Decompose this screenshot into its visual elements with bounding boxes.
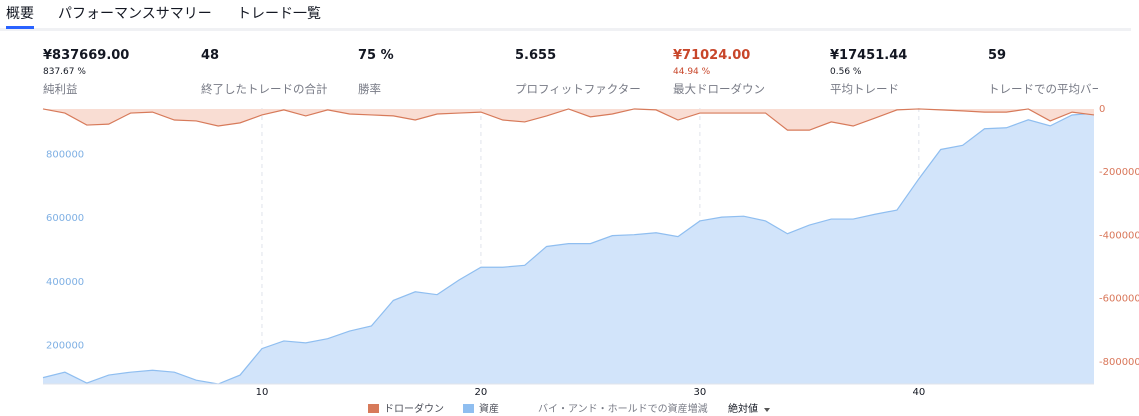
stat: ¥17451.44 0.56 % 平均トレード (830, 48, 980, 97)
stat-label: 平均トレード (830, 82, 899, 96)
tab[interactable]: 概要 (6, 3, 34, 29)
legend-label: 資産 (479, 402, 499, 415)
dropdown-icon (764, 408, 770, 412)
stat-label: プロフィットファクター (515, 82, 641, 96)
tab[interactable]: パフォーマンスサマリー (58, 6, 212, 22)
y2-tick-label: 0 (1099, 104, 1105, 115)
stat-value: 48 (201, 48, 220, 63)
stat: 5.655 プロフィットファクター (515, 48, 665, 97)
y-tick-label: 800000 (46, 149, 84, 160)
area-fill (43, 113, 1094, 385)
stat-sub: 837.67 % (43, 67, 86, 77)
stat-value: ¥17451.44 (830, 48, 908, 63)
stat-value: 59 (988, 48, 1007, 63)
legend-swatch (463, 404, 474, 413)
stat-label: 純利益 (43, 82, 78, 96)
stat: 59 トレードでの平均バー (988, 48, 1098, 97)
legend-label: バイ・アンド・ホールドでの資産増減 (538, 402, 708, 415)
stat-value: ¥71024.00 (673, 48, 751, 63)
stat-label: トレードでの平均バー (988, 82, 1098, 96)
y2-tick-label: -400000 (1099, 230, 1139, 241)
y2-tick-label: -800000 (1099, 357, 1139, 368)
stat: 48 終了したトレードの合計 (201, 48, 351, 97)
stat-value: ¥837669.00 (43, 48, 130, 63)
stat: 75 % 勝率 (358, 48, 508, 97)
x-tick-label: 20 (475, 387, 488, 398)
x-tick-label: 10 (256, 387, 269, 398)
legend-swatch (368, 404, 379, 413)
stat-sub: 0.56 % (830, 67, 862, 77)
tab-bar: 概要 パフォーマンスサマリー トレード一覧 (0, 0, 1131, 31)
y-tick-label: 400000 (46, 277, 84, 288)
area-fill (43, 108, 1094, 131)
area-line (42, 108, 1095, 131)
stat-value: 5.655 (515, 48, 557, 63)
x-tick-label: 30 (694, 387, 707, 398)
scale-dropdown[interactable]: 絶対値 (728, 402, 758, 415)
x-tick-label: 40 (912, 387, 925, 398)
y-tick-label: 600000 (46, 213, 84, 224)
stat-sub: 44.94 % (673, 67, 711, 77)
tab[interactable]: トレード一覧 (237, 6, 321, 22)
stat: ¥837669.00 837.67 % 純利益 (43, 48, 193, 97)
stat: ¥71024.00 44.94 % 最大ドローダウン (673, 48, 823, 97)
stat-label: 終了したトレードの合計 (201, 82, 328, 96)
stat-label: 勝率 (358, 82, 381, 96)
legend-label: ドローダウン (384, 402, 444, 415)
stat-value: 75 % (358, 48, 394, 63)
y-tick-label: 200000 (46, 341, 84, 352)
y2-tick-label: -200000 (1099, 167, 1139, 178)
y2-tick-label: -600000 (1099, 294, 1139, 305)
stat-label: 最大ドローダウン (673, 82, 765, 96)
